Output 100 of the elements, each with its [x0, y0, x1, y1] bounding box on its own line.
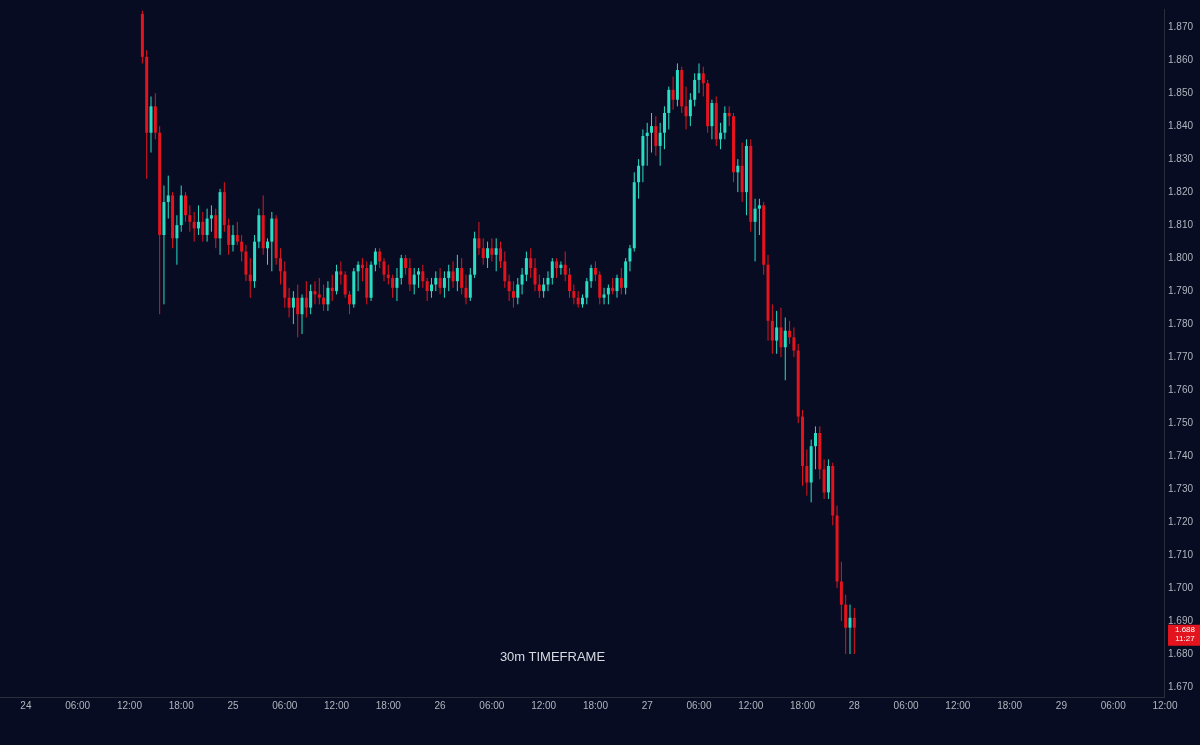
candlestick	[507, 274, 511, 302]
candlestick	[477, 221, 481, 256]
candlestick	[244, 244, 248, 282]
y-tick-label: 1.770	[1167, 350, 1194, 362]
candlestick	[201, 211, 205, 243]
x-tick-label: 12:00	[738, 699, 764, 711]
candlestick	[839, 561, 843, 622]
x-tick-label: 18:00	[168, 699, 195, 711]
candlestick	[563, 251, 567, 282]
y-tick-label: 1.730	[1167, 482, 1194, 494]
candlestick	[822, 458, 826, 500]
candlestick	[339, 260, 343, 286]
candlestick	[568, 267, 572, 299]
candlestick	[266, 237, 270, 266]
candlestick	[442, 270, 446, 299]
candlestick	[188, 204, 192, 233]
candlestick	[546, 270, 550, 292]
candlestick	[753, 198, 757, 262]
candlestick	[490, 237, 494, 262]
y-tick-label: 1.740	[1167, 449, 1194, 461]
candlestick	[378, 247, 382, 269]
y-tick-label: 1.800	[1167, 251, 1194, 263]
candlestick	[468, 267, 472, 302]
x-tick-label: 12:00	[1152, 699, 1178, 711]
candlestick	[296, 284, 300, 338]
x-tick-label: 18:00	[790, 699, 816, 711]
candlestick	[300, 293, 304, 335]
y-tick-label: 1.810	[1167, 218, 1194, 230]
candlestick	[788, 320, 792, 345]
candlestick	[589, 264, 593, 289]
x-tick-label: 06:00	[272, 699, 298, 711]
candlestick	[662, 105, 666, 150]
y-tick-label: 1.860	[1167, 53, 1194, 65]
x-tick-label: 26	[434, 699, 447, 711]
candlestick	[373, 247, 377, 272]
candlestick	[486, 241, 490, 269]
candlestick	[503, 251, 507, 289]
candlestick	[606, 284, 610, 305]
candlestick	[391, 274, 395, 299]
x-tick-label: 06:00	[686, 699, 712, 711]
x-tick-label: 06:00	[65, 699, 91, 711]
x-tick-label: 06:00	[1100, 699, 1127, 711]
candlestick	[852, 607, 856, 655]
candlestick	[192, 211, 196, 243]
candlestick	[408, 257, 412, 292]
x-tick-label: 18:00	[997, 699, 1023, 711]
y-tick-label: 1.790	[1167, 284, 1194, 296]
candlestick	[654, 115, 658, 157]
candlestick	[417, 267, 421, 289]
candlestick	[205, 208, 209, 243]
candlestick	[399, 254, 403, 286]
candlestick	[542, 277, 546, 299]
candlestick	[304, 280, 308, 319]
candlestick	[684, 86, 688, 130]
candlestick	[404, 254, 408, 276]
x-tick-label: 29	[1055, 699, 1068, 711]
candlestick	[235, 221, 239, 246]
candlestick	[598, 270, 602, 305]
y-tick-label: 1.760	[1167, 383, 1194, 395]
text: 1.688 11:27	[1174, 624, 1196, 643]
candlestick	[805, 449, 809, 497]
candlestick	[779, 307, 783, 358]
x-tick-label: 18:00	[375, 699, 402, 711]
y-tick-label: 1.830	[1167, 152, 1194, 164]
candlestick	[455, 254, 459, 292]
candlestick	[481, 237, 485, 266]
candlestick	[650, 112, 654, 154]
candlestick	[248, 257, 252, 299]
candlestick	[555, 257, 559, 279]
candlestick	[658, 122, 662, 167]
candlestick	[550, 257, 554, 286]
y-tick-label: 1.870	[1167, 20, 1194, 32]
x-tick-label: 27	[641, 699, 654, 711]
x-tick-label: 12:00	[531, 699, 557, 711]
candlestick	[645, 122, 649, 167]
candlestick	[313, 280, 317, 305]
candlestick	[537, 274, 541, 299]
candlestick	[637, 158, 641, 200]
candlestick	[184, 191, 188, 223]
candlestick	[343, 270, 347, 299]
candlestick	[533, 257, 537, 292]
candlestick	[585, 277, 589, 305]
candlestick	[770, 303, 774, 355]
candlestick	[425, 277, 429, 302]
x-tick-label: 28	[848, 699, 861, 711]
candlestick	[499, 241, 503, 269]
y-tick-label: 1.680	[1167, 647, 1194, 659]
candlestick	[671, 76, 675, 111]
y-tick-label: 1.700	[1167, 581, 1194, 593]
y-tick-label: 1.750	[1167, 416, 1194, 428]
candlestick	[240, 234, 244, 262]
candlestick	[347, 290, 351, 315]
candlestick	[429, 277, 433, 299]
candlestick	[619, 267, 623, 295]
x-tick-label: 18:00	[582, 699, 609, 711]
candlestick	[326, 280, 330, 312]
x-tick-label: 06:00	[479, 699, 505, 711]
y-tick-label: 1.710	[1167, 548, 1194, 560]
candlestick	[494, 237, 498, 272]
candlestick	[520, 267, 524, 295]
